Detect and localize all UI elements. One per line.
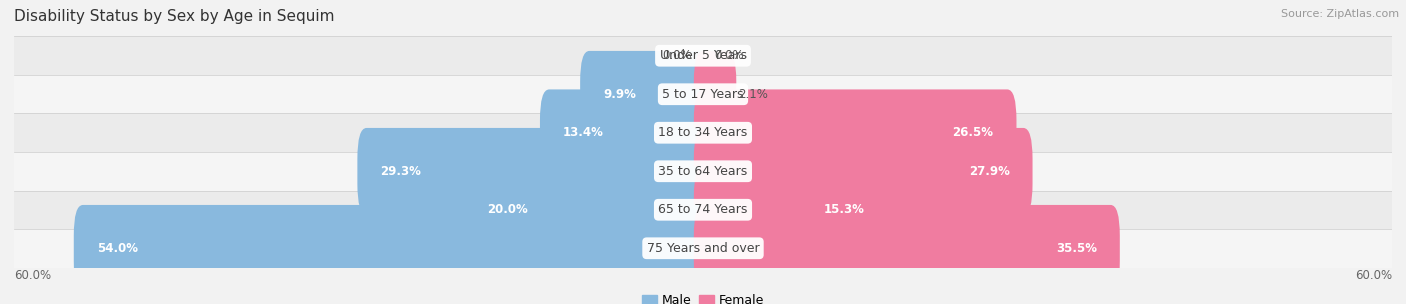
Text: 0.0%: 0.0% [662,49,692,62]
FancyBboxPatch shape [357,128,713,215]
Text: 9.9%: 9.9% [603,88,636,101]
Bar [14,36,1392,75]
FancyBboxPatch shape [540,89,713,176]
FancyBboxPatch shape [693,89,1017,176]
Text: Under 5 Years: Under 5 Years [659,49,747,62]
Text: Source: ZipAtlas.com: Source: ZipAtlas.com [1281,9,1399,19]
FancyBboxPatch shape [581,51,713,137]
Text: 18 to 34 Years: 18 to 34 Years [658,126,748,139]
Text: 15.3%: 15.3% [824,203,865,216]
Bar [14,191,1392,229]
Legend: Male, Female: Male, Female [637,289,769,304]
FancyBboxPatch shape [693,167,887,253]
Text: 0.0%: 0.0% [714,49,744,62]
Text: 54.0%: 54.0% [97,242,138,255]
Text: 35 to 64 Years: 35 to 64 Years [658,165,748,178]
Text: 60.0%: 60.0% [14,269,51,282]
Bar [14,75,1392,113]
FancyBboxPatch shape [73,205,713,292]
Text: 27.9%: 27.9% [969,165,1010,178]
Text: 60.0%: 60.0% [1355,269,1392,282]
Text: Disability Status by Sex by Age in Sequim: Disability Status by Sex by Age in Sequi… [14,9,335,24]
FancyBboxPatch shape [693,128,1032,215]
Text: 5 to 17 Years: 5 to 17 Years [662,88,744,101]
Text: 35.5%: 35.5% [1056,242,1097,255]
Bar [14,113,1392,152]
Text: 29.3%: 29.3% [381,165,422,178]
Text: 13.4%: 13.4% [562,126,603,139]
Text: 26.5%: 26.5% [952,126,994,139]
Text: 2.1%: 2.1% [738,88,769,101]
FancyBboxPatch shape [693,205,1119,292]
Text: 65 to 74 Years: 65 to 74 Years [658,203,748,216]
Text: 75 Years and over: 75 Years and over [647,242,759,255]
Text: 20.0%: 20.0% [486,203,527,216]
Bar [14,229,1392,268]
FancyBboxPatch shape [693,51,737,137]
Bar [14,152,1392,191]
FancyBboxPatch shape [464,167,713,253]
